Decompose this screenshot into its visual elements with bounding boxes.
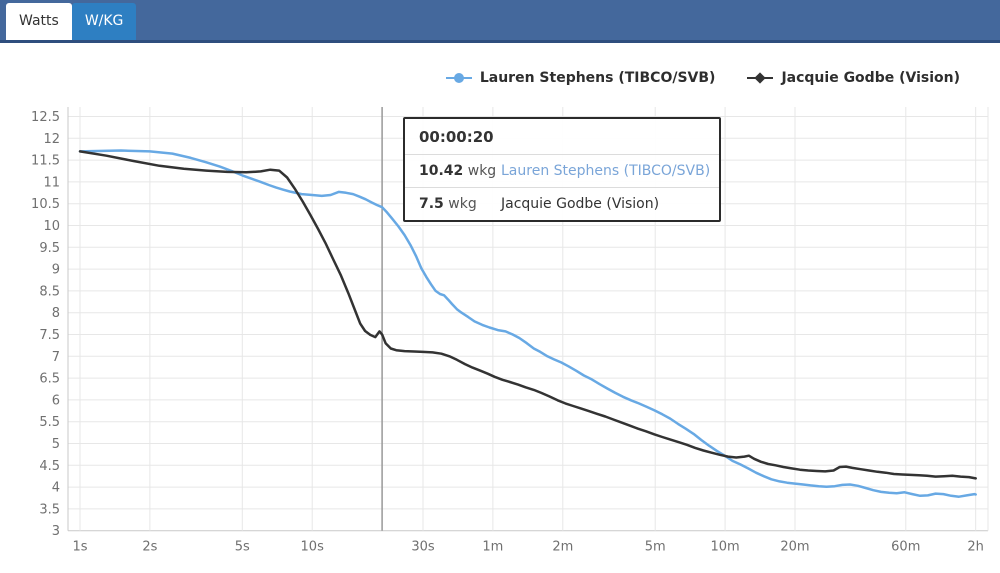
svg-text:30s: 30s <box>411 540 435 555</box>
legend-item-jacquie-godbe[interactable]: Jacquie Godbe (Vision) <box>747 70 960 86</box>
svg-text:3.5: 3.5 <box>39 502 60 517</box>
circle-series-marker-icon <box>445 72 472 84</box>
svg-text:20m: 20m <box>780 540 809 555</box>
tooltip-series-name: Jacquie Godbe (Vision) <box>501 196 660 212</box>
svg-text:10s: 10s <box>301 540 325 555</box>
svg-text:1m: 1m <box>482 540 503 555</box>
chart-tooltip: 00:00:20 10.42 wkg Lauren Stephens (TIBC… <box>403 117 721 222</box>
svg-text:5s: 5s <box>235 540 250 555</box>
svg-text:5.5: 5.5 <box>39 415 60 430</box>
svg-text:60m: 60m <box>891 540 920 555</box>
svg-text:3: 3 <box>52 524 60 539</box>
svg-text:9.5: 9.5 <box>39 241 60 256</box>
svg-text:2h: 2h <box>967 540 984 555</box>
tooltip-unit: wkg <box>467 163 497 179</box>
tooltip-row-jacquie: 7.5 wkg Jacquie Godbe (Vision) <box>405 187 719 220</box>
svg-text:2s: 2s <box>142 540 157 555</box>
svg-text:1s: 1s <box>72 540 87 555</box>
chart-legend: Lauren Stephens (TIBCO/SVB) Jacquie Godb… <box>445 70 960 86</box>
legend-item-lauren-stephens[interactable]: Lauren Stephens (TIBCO/SVB) <box>445 70 716 86</box>
svg-text:2m: 2m <box>552 540 573 555</box>
svg-text:10: 10 <box>43 219 60 234</box>
tooltip-unit: wkg <box>448 196 477 212</box>
svg-text:10m: 10m <box>710 540 739 555</box>
svg-text:6: 6 <box>52 393 60 408</box>
tab-watts[interactable]: Watts <box>6 3 72 40</box>
tooltip-series-name: Lauren Stephens (TIBCO/SVB) <box>501 163 711 179</box>
svg-text:10.5: 10.5 <box>31 197 60 212</box>
legend-label: Jacquie Godbe (Vision) <box>781 70 960 86</box>
svg-text:5: 5 <box>52 437 60 452</box>
diamond-series-marker-icon <box>747 72 774 84</box>
svg-text:8: 8 <box>52 306 60 321</box>
svg-text:7.5: 7.5 <box>39 328 60 343</box>
svg-text:12.5: 12.5 <box>31 110 60 125</box>
svg-text:5m: 5m <box>645 540 666 555</box>
svg-text:9: 9 <box>52 263 60 278</box>
svg-text:12: 12 <box>43 132 60 147</box>
tooltip-time: 00:00:20 <box>419 128 494 146</box>
svg-text:11.5: 11.5 <box>31 154 60 169</box>
svg-text:8.5: 8.5 <box>39 284 60 299</box>
svg-text:11: 11 <box>43 175 60 190</box>
tooltip-value: 10.42 <box>419 163 464 179</box>
svg-text:4: 4 <box>52 481 60 496</box>
svg-text:6.5: 6.5 <box>39 372 60 387</box>
legend-label: Lauren Stephens (TIBCO/SVB) <box>479 70 716 86</box>
svg-text:4.5: 4.5 <box>39 459 60 474</box>
tab-bar: Watts W/KG <box>0 0 1000 43</box>
tooltip-value: 7.5 <box>419 196 444 212</box>
svg-text:7: 7 <box>52 350 60 365</box>
tooltip-row-lauren: 10.42 wkg Lauren Stephens (TIBCO/SVB) <box>405 154 719 187</box>
tab-wkg[interactable]: W/KG <box>71 3 137 40</box>
